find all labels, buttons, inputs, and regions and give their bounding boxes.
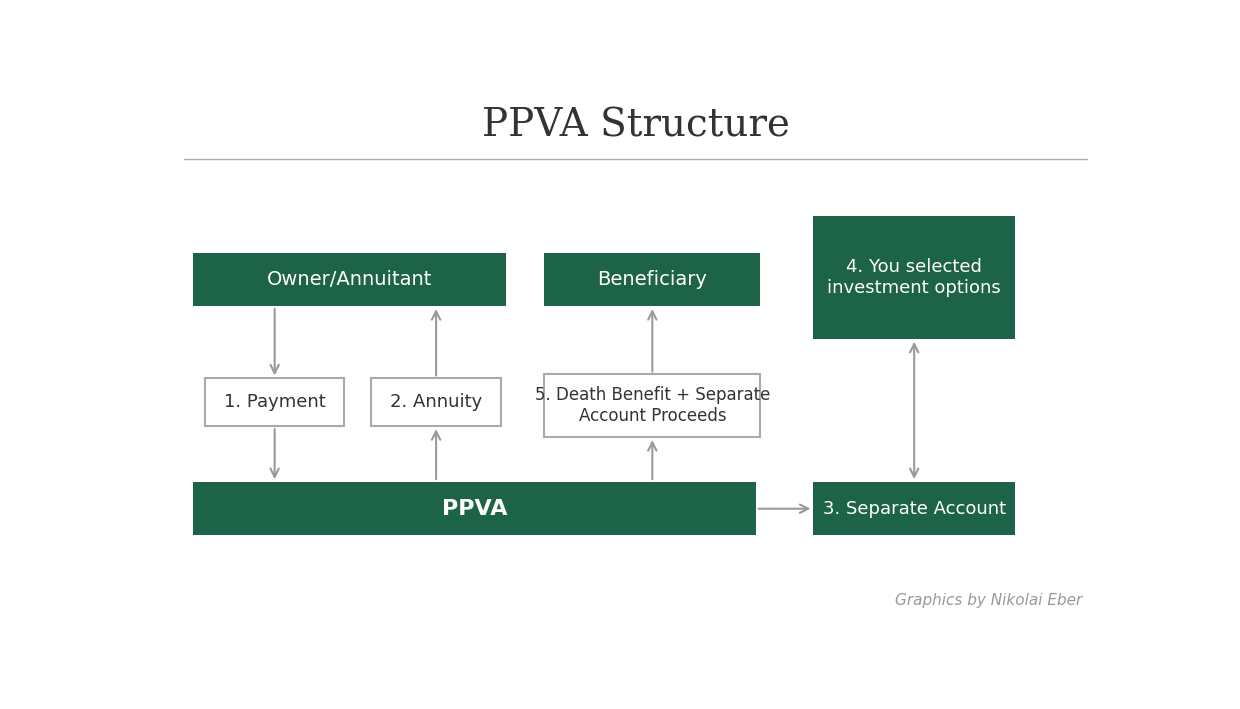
Text: PPVA Structure: PPVA Structure [481,108,790,145]
Text: 5. Death Benefit + Separate
Account Proceeds: 5. Death Benefit + Separate Account Proc… [534,386,770,425]
FancyBboxPatch shape [193,252,506,306]
FancyBboxPatch shape [371,378,501,426]
Text: 2. Annuity: 2. Annuity [389,393,482,411]
Text: 3. Separate Account: 3. Separate Account [822,500,1006,518]
Text: PPVA: PPVA [441,498,507,519]
FancyBboxPatch shape [813,216,1016,339]
Text: Graphics by Nikolai Eber: Graphics by Nikolai Eber [895,593,1083,608]
FancyBboxPatch shape [813,482,1016,535]
FancyBboxPatch shape [205,378,345,426]
FancyBboxPatch shape [193,482,755,535]
Text: Owner/Annuitant: Owner/Annuitant [267,270,433,289]
Text: 1. Payment: 1. Payment [223,393,326,411]
Text: 4. You selected
investment options: 4. You selected investment options [827,258,1001,297]
Text: Beneficiary: Beneficiary [598,270,707,289]
FancyBboxPatch shape [544,374,760,437]
FancyBboxPatch shape [544,252,760,306]
